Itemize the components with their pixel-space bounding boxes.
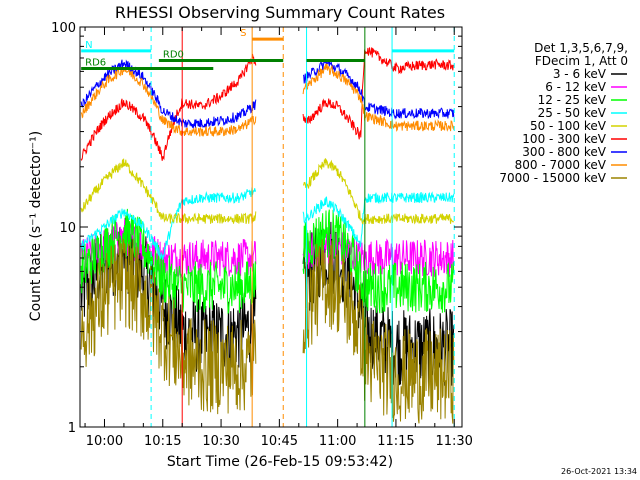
- legend-label-100-300-kev: 100 - 300 keV: [522, 132, 606, 146]
- series-line-50-100-kev-1: [303, 158, 455, 225]
- series-line-300-800-kev-0: [80, 59, 257, 129]
- axes-layer: 1 10 100 10:00 10:15 10:30 10:45 11:00 11:15 11:3…: [51, 21, 473, 449]
- legend-header-1: FDecim 1, Att 0: [535, 54, 628, 68]
- series-800-7000-kev: [80, 63, 455, 137]
- series-line-100-300-kev-0: [80, 53, 257, 162]
- series-300-800-kev: [80, 59, 455, 129]
- series-100-300-kev: [80, 47, 455, 162]
- x-tick-label-11-30: 11:30: [435, 434, 472, 449]
- y-tick-label-1: 1: [68, 421, 76, 436]
- chart-title: RHESSI Observing Summary Count Rates: [115, 3, 445, 22]
- x-tick-label-11-00: 11:00: [319, 434, 356, 449]
- timestamp: 26-Oct-2021 13:34: [561, 467, 637, 476]
- legend-label-50-100-kev: 50 - 100 keV: [530, 119, 607, 133]
- series-line-12-25-kev-1: [302, 209, 455, 314]
- series-line-25-50-kev-1: [302, 191, 455, 248]
- legend-label-25-50-kev: 25 - 50 keV: [538, 106, 607, 120]
- x-tick-label-10-30: 10:30: [202, 434, 239, 449]
- series-line-100-300-kev-1: [302, 47, 455, 140]
- series-line-50-100-kev-0: [80, 158, 257, 225]
- y-axis-title: Count Rate (s⁻¹ detector⁻¹): [28, 131, 44, 321]
- y-tick-label-10: 10: [59, 221, 76, 236]
- legend-label-7000-15000-kev: 7000 - 15000 keV: [499, 171, 606, 185]
- legend-header-0: Det 1,3,5,6,7,9,: [534, 41, 628, 55]
- mode-label-s: S: [240, 28, 246, 39]
- series-line-25-50-kev-0: [80, 187, 257, 260]
- x-tick-label-10-45: 10:45: [261, 434, 298, 449]
- y-tick-label-100: 100: [51, 21, 76, 36]
- x-axis-title: Start Time (26-Feb-15 09:53:42): [167, 454, 393, 470]
- series-line-7000-15000-kev-0: [80, 238, 257, 415]
- x-tick-label-10-00: 10:00: [86, 434, 123, 449]
- series-line-300-800-kev-1: [302, 59, 455, 120]
- legend-label-6-12-kev: 6 - 12 keV: [545, 80, 607, 94]
- series-7000-15000-kev: [80, 238, 455, 424]
- series-line-800-7000-kev-1: [302, 63, 455, 132]
- legend-label-800-7000-kev: 800 - 7000 keV: [515, 158, 607, 172]
- series-line-7000-15000-kev-1: [302, 239, 455, 424]
- series-line-12-25-kev-0: [80, 208, 257, 315]
- series-50-100-kev: [80, 158, 455, 225]
- mode-label-rd0: RD0: [163, 49, 184, 60]
- mode-label-rd6: RD6: [85, 58, 106, 69]
- data-layer: [80, 47, 455, 424]
- legend-label-12-25-kev: 12 - 25 keV: [538, 93, 607, 107]
- series-12-25-kev: [80, 208, 455, 315]
- legend: Det 1,3,5,6,7,9,FDecim 1, Att 03 - 6 keV…: [499, 41, 628, 185]
- series-line-800-7000-kev-0: [80, 67, 257, 137]
- mode-label-n: N: [85, 40, 92, 51]
- legend-label-300-800-kev: 300 - 800 keV: [522, 145, 606, 159]
- x-tick-label-11-15: 11:15: [377, 434, 414, 449]
- legend-label-3-6-kev: 3 - 6 keV: [553, 67, 607, 81]
- x-tick-label-10-15: 10:15: [144, 434, 181, 449]
- series-25-50-kev: [80, 187, 455, 260]
